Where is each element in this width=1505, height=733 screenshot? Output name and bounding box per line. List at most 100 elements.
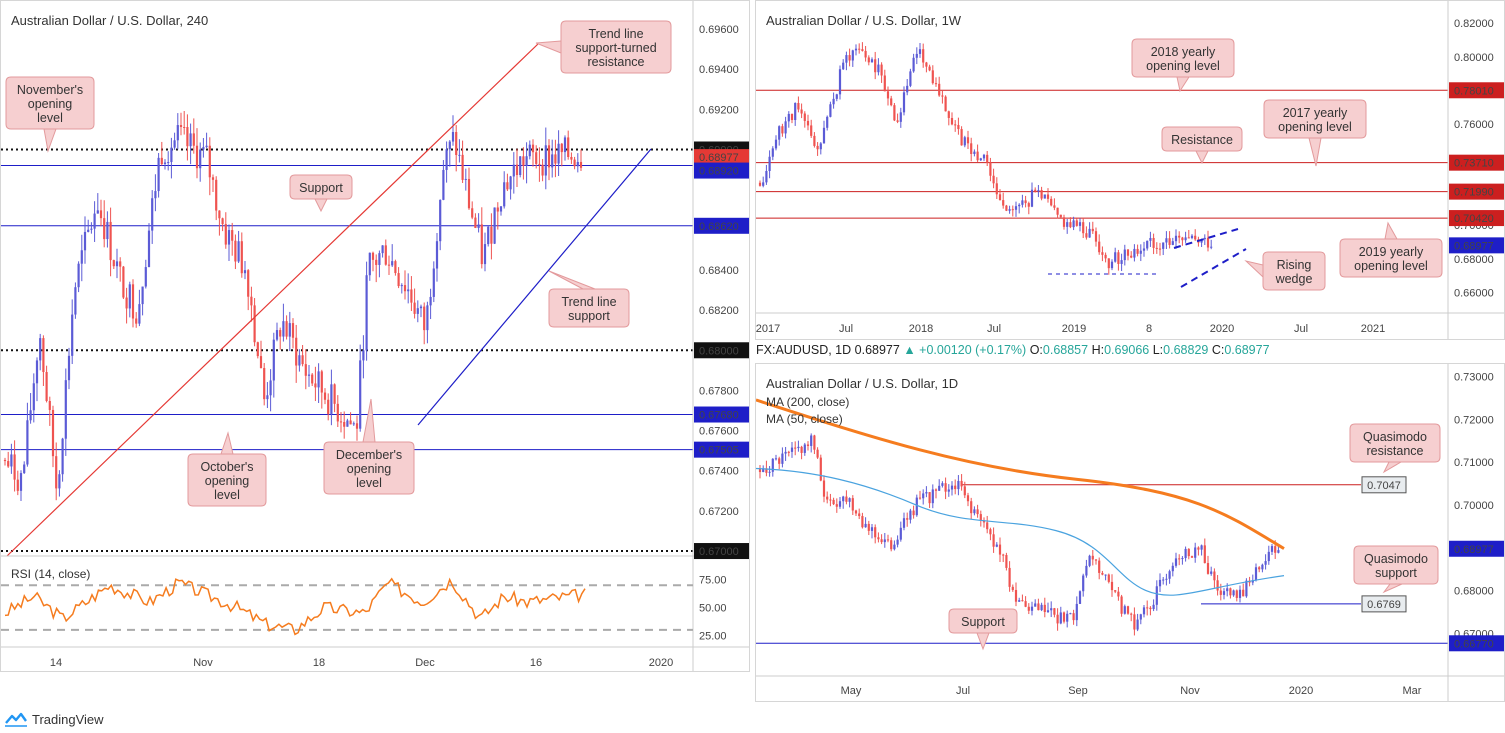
- candle-1w: [1181, 237, 1184, 241]
- brand-name: TradingView: [32, 711, 104, 727]
- callout-resistance-bubble: [1161, 126, 1243, 152]
- y-tick-label: 0.67800: [699, 385, 739, 397]
- candle-1d: [1008, 567, 1011, 587]
- candle-4h: [563, 137, 567, 153]
- candle-1w: [784, 121, 787, 134]
- candle-4h: [96, 210, 99, 214]
- candle-4h: [263, 368, 266, 400]
- level-price-label: 0.68920: [699, 166, 739, 178]
- candle-4h: [362, 350, 365, 361]
- candle-4h: [496, 207, 499, 212]
- candle-4h: [16, 479, 19, 491]
- ohlc-c: 0.68977: [1224, 343, 1270, 357]
- level-price-label-bg: [694, 406, 749, 423]
- callout-december-bubble: [323, 441, 415, 495]
- y-tick-label: 0.67600: [699, 426, 739, 438]
- candle-4h: [451, 132, 455, 142]
- candle-1d: [1120, 596, 1123, 614]
- candle-1w: [816, 145, 819, 150]
- callout-trend-resistance-text-line: support-turned: [575, 41, 656, 55]
- callout-november-text-line: level: [37, 111, 63, 125]
- callout-quasimodo-support-bubble: [1353, 545, 1439, 585]
- level-price-label: 0.68000: [699, 345, 739, 357]
- chart-panel-1w[interactable]: 2018 yearly opening level 2017 yearly openi…: [755, 0, 1505, 340]
- candle-1d: [874, 527, 877, 538]
- candle-1w: [931, 70, 934, 84]
- x-tick-label: 2021: [1361, 323, 1385, 335]
- candle-1d: [1210, 571, 1213, 574]
- ohlc-c-label: C:: [1211, 343, 1225, 357]
- candle-1d: [998, 544, 1002, 555]
- candle-1w: [1046, 194, 1050, 199]
- candle-1w: [986, 154, 989, 163]
- level-price-label-bg: [694, 441, 749, 458]
- candle-1w: [1142, 248, 1146, 251]
- candle-4h: [55, 456, 58, 489]
- candle-4h: [423, 306, 426, 331]
- candle-1d: [909, 510, 912, 520]
- candle-1d: [829, 499, 832, 501]
- candle-1d: [906, 518, 909, 520]
- candle-1d: [845, 496, 848, 502]
- candle-1w: [1130, 255, 1133, 258]
- last-price-label: 0.68977: [1454, 240, 1494, 252]
- candle-1d: [774, 458, 778, 460]
- x-tick-label: Jul: [987, 323, 1001, 335]
- candle-1d: [941, 483, 944, 486]
- last-price-label-bg: [1449, 540, 1504, 557]
- trend-line-resistance: [6, 42, 540, 557]
- candle-1d: [957, 480, 960, 490]
- candle-4h: [7, 461, 10, 467]
- candle-1w: [963, 137, 966, 146]
- x-tick-label: 2017: [756, 323, 780, 335]
- callout-november-bubble: [5, 76, 95, 130]
- candle-1d: [765, 468, 768, 473]
- candle-1w: [1027, 203, 1030, 207]
- candle-1w: [941, 95, 944, 97]
- y-tick-label: 0.67400: [699, 466, 739, 478]
- candle-4h: [490, 226, 493, 244]
- candle-4h: [349, 420, 352, 425]
- candle-4h: [61, 438, 64, 475]
- candle-1w: [758, 182, 762, 186]
- candle-1d: [864, 523, 867, 528]
- candle-1w: [1107, 258, 1110, 269]
- candle-4h: [48, 400, 51, 410]
- candle-1w: [819, 143, 822, 150]
- candle-4h: [45, 372, 48, 401]
- candle-1w: [768, 156, 771, 172]
- callout-quasimodo-resistance-text-line: Quasimodo: [1363, 430, 1427, 444]
- y-tick-label: 0.69600: [699, 24, 739, 36]
- tradingview-logo[interactable]: TradingView: [4, 709, 104, 729]
- candle-4h: [410, 289, 413, 303]
- candle-1w: [909, 71, 912, 86]
- tradingview-cloud-icon: [5, 712, 27, 727]
- candle-1d: [928, 492, 931, 504]
- candle-4h: [141, 286, 144, 305]
- candle-1w: [1040, 189, 1043, 199]
- candle-1d: [1267, 551, 1270, 562]
- chart-1d-canvas[interactable]: QuasimodoresistanceQuasimodosupportSuppo…: [756, 364, 1505, 702]
- candle-4h: [295, 337, 298, 366]
- chart-panel-4h[interactable]: November's opening level Support Trend line s…: [0, 0, 750, 672]
- candle-1d: [986, 522, 989, 530]
- candle-4h: [480, 224, 483, 265]
- candle-1w: [848, 55, 851, 61]
- candle-1w: [1011, 209, 1014, 211]
- candle-1d: [899, 527, 902, 540]
- candle-4h: [112, 260, 115, 267]
- candle-1d: [838, 501, 842, 507]
- candle-4h: [253, 305, 256, 343]
- candle-4h: [42, 338, 45, 373]
- candle-1w: [838, 69, 842, 95]
- level-price-label-bg: [694, 217, 749, 234]
- candle-4h: [407, 289, 410, 292]
- chart-panel-1d[interactable]: Quasimodo resistance Quasimodo support Suppo…: [755, 363, 1505, 702]
- candle-1w: [771, 148, 774, 157]
- candle-4h: [147, 230, 151, 268]
- candle-1d: [960, 480, 963, 487]
- callout-trend-support-pointer: [548, 270, 596, 290]
- candle-1d: [989, 529, 992, 535]
